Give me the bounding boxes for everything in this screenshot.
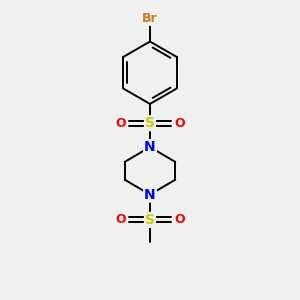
Text: S: S [145,116,155,130]
Text: N: N [144,140,156,154]
Text: N: N [144,188,156,202]
Text: Br: Br [142,12,158,25]
Text: O: O [115,117,126,130]
Text: O: O [174,117,185,130]
Text: S: S [145,213,155,227]
Text: O: O [115,213,126,226]
Text: O: O [174,213,185,226]
